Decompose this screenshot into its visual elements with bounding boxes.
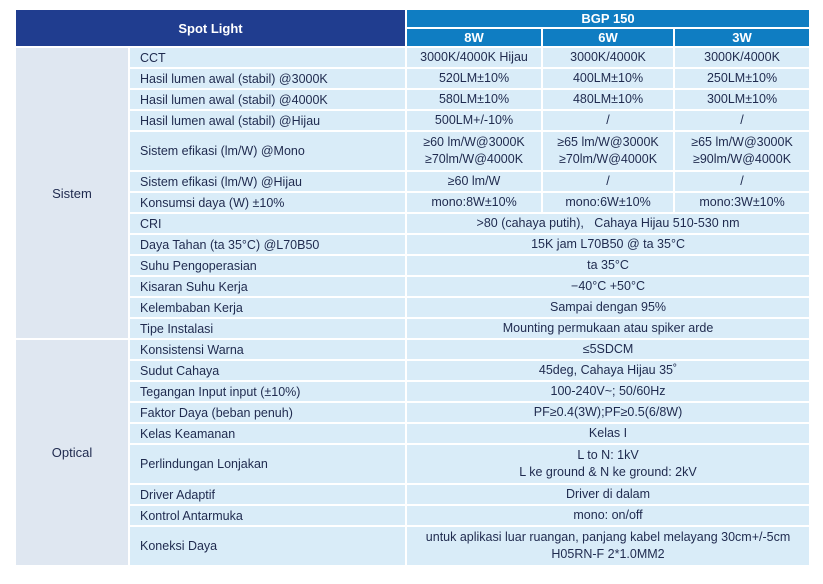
spec-value: 3000K/4000K Hijau — [405, 46, 544, 69]
spec-value: ≥60 lm/W — [405, 170, 544, 193]
spec-value: untuk aplikasi luar ruangan, panjang kab… — [405, 525, 812, 567]
spec-value: Mounting permukaan atau spiker arde — [405, 317, 812, 340]
spec-value: 45deg, Cahaya Hijau 35˚ — [405, 359, 812, 382]
table-row: Tegangan Input input (±10%) 100-240V~; 5… — [15, 380, 812, 403]
spec-label: Tipe Instalasi — [127, 317, 408, 340]
spec-value: 15K jam L70B50 @ ta 35°C — [405, 233, 812, 256]
spec-label: Hasil lumen awal (stabil) @3000K — [127, 67, 408, 90]
table-row: Hasil lumen awal (stabil) @4000K 580LM±1… — [15, 88, 812, 111]
table-row: Hasil lumen awal (stabil) @3000K 520LM±1… — [15, 67, 812, 90]
spec-table: Spot Light BGP 150 8W 6W 3W Sistem CCT 3… — [13, 8, 812, 567]
spec-label: Koneksi Daya — [127, 525, 408, 567]
spec-label: Konsumsi daya (W) ±10% — [127, 191, 408, 214]
spec-value: L to N: 1kV L ke ground & N ke ground: 2… — [405, 443, 812, 485]
table-row: Driver Adaptif Driver di dalam — [15, 483, 812, 506]
wattage-header-6w: 6W — [541, 27, 676, 48]
table-row: Kelembaban Kerja Sampai dengan 95% — [15, 296, 812, 319]
spec-value: mono:3W±10% — [673, 191, 812, 214]
section-label-optical: Optical — [14, 338, 130, 567]
spec-value: 250LM±10% — [673, 67, 812, 90]
spec-value: 3000K/4000K — [673, 46, 812, 69]
spec-label: Kontrol Antarmuka — [127, 504, 408, 527]
table-row: Daya Tahan (ta 35°C) @L70B50 15K jam L70… — [15, 233, 812, 256]
table-row: Hasil lumen awal (stabil) @Hijau 500LM+/… — [15, 109, 812, 132]
spec-value: >80 (cahaya putih), Cahaya Hijau 510-530… — [405, 212, 812, 235]
spec-value: Driver di dalam — [405, 483, 812, 506]
spec-value: 480LM±10% — [541, 88, 676, 111]
spec-value: 400LM±10% — [541, 67, 676, 90]
spec-label: Kisaran Suhu Kerja — [127, 275, 408, 298]
table-row: Kelas Keamanan Kelas I — [15, 422, 812, 445]
table-row: Faktor Daya (beban penuh) PF≥0.4(3W);PF≥… — [15, 401, 812, 424]
spec-value: 300LM±10% — [673, 88, 812, 111]
spec-value: 500LM+/-10% — [405, 109, 544, 132]
spec-value: mono:8W±10% — [405, 191, 544, 214]
spec-value: / — [541, 170, 676, 193]
spec-value: 100-240V~; 50/60Hz — [405, 380, 812, 403]
spec-value: ≥65 lm/W@3000K ≥90lm/W@4000K — [673, 130, 812, 172]
wattage-header-3w: 3W — [673, 27, 812, 48]
table-row: Sistem CCT 3000K/4000K Hijau 3000K/4000K… — [14, 46, 812, 340]
table-row: Sistem efikasi (lm/W) @Hijau ≥60 lm/W / … — [15, 170, 812, 193]
spec-value: mono:6W±10% — [541, 191, 676, 214]
spec-value: Kelas I — [405, 422, 812, 445]
spec-value: Sampai dengan 95% — [405, 296, 812, 319]
spec-value: ≤5SDCM — [405, 338, 812, 361]
spec-label: CRI — [127, 212, 408, 235]
spec-value: PF≥0.4(3W);PF≥0.5(6/8W) — [405, 401, 812, 424]
table-row: Koneksi Daya untuk aplikasi luar ruangan… — [15, 525, 812, 567]
spec-label: Daya Tahan (ta 35°C) @L70B50 — [127, 233, 408, 256]
spec-label: Sudut Cahaya — [127, 359, 408, 382]
table-row: Optical Konsistensi Warna ≤5SDCM — [14, 338, 812, 567]
spec-label: Sistem efikasi (lm/W) @Mono — [127, 130, 408, 172]
table-row: Kisaran Suhu Kerja −40°C +50°C — [15, 275, 812, 298]
spec-value: ≥65 lm/W@3000K ≥70lm/W@4000K — [541, 130, 676, 172]
table-row: Sistem efikasi (lm/W) @Mono ≥60 lm/W@300… — [15, 130, 812, 172]
table-row: Kontrol Antarmuka mono: on/off — [15, 504, 812, 527]
table-row: CRI >80 (cahaya putih), Cahaya Hijau 510… — [15, 212, 812, 235]
spec-label: Faktor Daya (beban penuh) — [127, 401, 408, 424]
model-header: BGP 150 — [405, 8, 812, 29]
spec-label: Driver Adaptif — [127, 483, 408, 506]
spec-value: ta 35°C — [405, 254, 812, 277]
spec-label: Hasil lumen awal (stabil) @Hijau — [127, 109, 408, 132]
spec-value: / — [673, 109, 812, 132]
wattage-header-8w: 8W — [405, 27, 544, 48]
spec-label: Kelas Keamanan — [127, 422, 408, 445]
spec-label: Sistem efikasi (lm/W) @Hijau — [127, 170, 408, 193]
table-row: Konsumsi daya (W) ±10% mono:8W±10% mono:… — [15, 191, 812, 214]
spec-value: 3000K/4000K — [541, 46, 676, 69]
spec-value: 520LM±10% — [405, 67, 544, 90]
table-row: Perlindungan Lonjakan L to N: 1kV L ke g… — [15, 443, 812, 485]
spec-label: Tegangan Input input (±10%) — [127, 380, 408, 403]
spec-label: CCT — [127, 46, 408, 69]
table-row: Tipe Instalasi Mounting permukaan atau s… — [15, 317, 812, 340]
spec-value: / — [673, 170, 812, 193]
spec-value: −40°C +50°C — [405, 275, 812, 298]
spec-label: Konsistensi Warna — [127, 338, 408, 361]
spec-value: 580LM±10% — [405, 88, 544, 111]
spec-value: / — [541, 109, 676, 132]
spec-value: ≥60 lm/W@3000K ≥70lm/W@4000K — [405, 130, 544, 172]
table-row: Suhu Pengoperasian ta 35°C — [15, 254, 812, 277]
spec-label: Kelembaban Kerja — [127, 296, 408, 319]
header-row-wattage: 8W 6W 3W — [15, 27, 812, 48]
table-row: Sudut Cahaya 45deg, Cahaya Hijau 35˚ — [15, 359, 812, 382]
section-label-sistem: Sistem — [14, 46, 130, 340]
spec-label: Suhu Pengoperasian — [127, 254, 408, 277]
product-group-header: Spot Light — [13, 8, 408, 48]
spec-label: Hasil lumen awal (stabil) @4000K — [127, 88, 408, 111]
spec-value: mono: on/off — [405, 504, 812, 527]
header-row-model: Spot Light BGP 150 — [13, 8, 812, 48]
spec-label: Perlindungan Lonjakan — [127, 443, 408, 485]
